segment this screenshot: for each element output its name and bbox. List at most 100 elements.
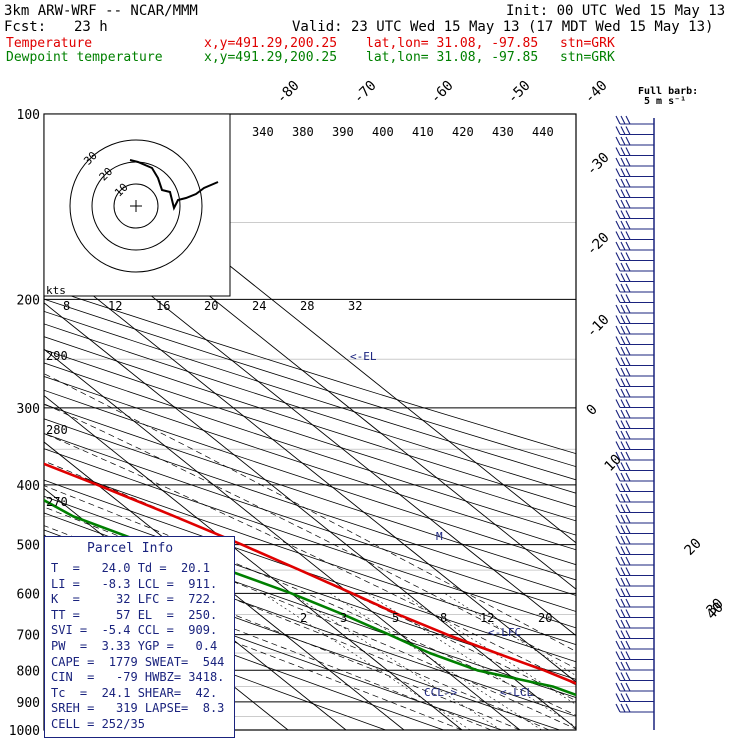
wind-barb-flag <box>625 420 631 429</box>
wind-barb-flag <box>615 378 621 387</box>
isotherm-right-label: -10 <box>584 312 613 341</box>
dewpoint-point <box>476 669 479 672</box>
theta-label: 380 <box>292 125 314 139</box>
wind-barb-flag <box>625 556 631 566</box>
wind-barb-flag <box>620 168 626 177</box>
wind-barb-flag <box>625 588 631 597</box>
wind-barb-flag <box>625 546 631 555</box>
hodograph-speed-label: 32 <box>348 299 362 313</box>
wind-barb-flag <box>615 241 621 251</box>
wind-barb-flag <box>620 682 626 692</box>
wind-barb <box>615 409 654 419</box>
wind-barb <box>615 462 654 472</box>
temperature-point <box>495 652 498 654</box>
dewpoint-point <box>636 729 638 731</box>
pressure-label: 300 <box>17 402 40 417</box>
wind-barb-flag <box>615 115 621 125</box>
isotherm-top-label: -60 <box>428 78 457 107</box>
ccl-annotation: CCL-> <box>424 686 457 699</box>
parcel-info-row: PW = 3.33 YGP = 0.4 <box>51 639 218 653</box>
theta-label: 410 <box>412 125 434 139</box>
wind-barb-flag <box>625 472 631 482</box>
parcel-info-row: CIN = -79 HWBZ= 3418. <box>51 670 225 685</box>
wind-barb-flag <box>620 703 626 713</box>
wind-barb-flag <box>625 220 631 230</box>
wind-barb-flag <box>625 409 631 419</box>
wind-barb-flag <box>615 409 621 419</box>
isotherm-line <box>44 348 521 730</box>
hodograph-speed-label: 20 <box>204 299 218 313</box>
wind-barb-flag <box>625 199 631 209</box>
wind-barb-flag <box>620 325 626 335</box>
wind-barb-flag <box>625 367 631 377</box>
dry-adiabat-line <box>44 583 444 730</box>
isotherm-line <box>44 302 576 729</box>
wind-barb-flag <box>625 441 631 450</box>
wind-barb-flag <box>615 147 621 156</box>
wind-barb <box>615 577 654 587</box>
dry-adiabat-line <box>44 323 576 494</box>
wind-barb-flag <box>625 378 631 387</box>
wind-barb-flag <box>625 231 631 240</box>
wind-barb-flag <box>620 262 626 272</box>
wind-barb-flag <box>625 483 631 492</box>
dewpoint-latlon: lat,lon= 31.08, -97.85 <box>366 50 539 65</box>
wind-barb-flag <box>625 682 631 692</box>
wind-barb-flag <box>620 126 626 135</box>
wind-barb-flag <box>615 336 621 345</box>
wind-barb-flag <box>625 640 631 650</box>
hodograph-ring <box>113 183 159 229</box>
wind-barb-flag <box>620 252 626 261</box>
wind-barb-flag <box>620 619 626 629</box>
wind-barb <box>615 273 654 283</box>
wind-barb-flag <box>615 367 621 377</box>
el-annotation: <-EL <box>350 350 377 363</box>
wind-barb-flag <box>620 220 626 230</box>
theta-label: 440 <box>532 125 554 139</box>
pressure-label: 1000 <box>9 724 40 739</box>
wind-barb-flag <box>620 577 626 587</box>
wind-barb-flag <box>620 567 626 576</box>
moist-adiabat-line <box>44 403 576 669</box>
wind-barb-flag <box>615 640 621 650</box>
temperature-station: stn=GRK <box>560 36 615 51</box>
wind-barb-flag <box>615 504 621 513</box>
forecast-hours: 23 h <box>74 19 108 35</box>
parcel-info-row: Tc = 24.1 SHEAR= 42. <box>51 685 218 700</box>
wind-barb-flag <box>625 157 631 167</box>
moist-adiabat-line <box>44 433 576 686</box>
wind-barb <box>615 378 654 388</box>
wind-barb-flag <box>625 567 631 576</box>
wind-barb-flag <box>615 157 621 167</box>
wind-barb <box>615 220 654 230</box>
wind-barb-flag <box>620 420 626 429</box>
dry-adiabat-line <box>44 310 576 481</box>
isotherm-line <box>44 255 576 683</box>
wind-barb-flag <box>620 451 626 461</box>
wind-barb-flag <box>615 451 621 461</box>
hodograph-kts-label: kts <box>46 284 66 297</box>
temperature-latlon: lat,lon= 31.08, -97.85 <box>366 36 539 51</box>
wind-barb-flag <box>620 147 626 156</box>
wind-barb-flag <box>620 178 626 188</box>
wind-barb-flag <box>615 651 621 660</box>
isotherm-right-label: 10 <box>602 452 625 475</box>
isotherm-top-label: -40 <box>582 78 611 107</box>
wind-barb <box>615 598 654 608</box>
temperature-point <box>601 701 603 703</box>
isotherm-right-label: -20 <box>584 230 613 259</box>
wind-barb-flag <box>625 115 631 125</box>
wind-barb-flag <box>615 546 621 555</box>
wind-barb-flag <box>625 703 631 713</box>
wind-barb <box>615 115 654 125</box>
temperature-point <box>241 543 243 546</box>
hodograph-speed-label: 12 <box>108 299 122 313</box>
parcel-info-row: LI = -8.3 LCL = 911. <box>51 576 218 591</box>
wind-barb-flag <box>625 577 631 587</box>
wind-barb <box>615 241 654 251</box>
pressure-label: 900 <box>17 696 40 711</box>
wind-barb-flag <box>615 388 621 398</box>
mixing-ratio-line <box>329 593 542 730</box>
wind-barb-flag <box>615 294 621 303</box>
parcel-info-box: Parcel Info T = 24.0 Td = 20.1 LI = -8.3 … <box>44 536 235 738</box>
